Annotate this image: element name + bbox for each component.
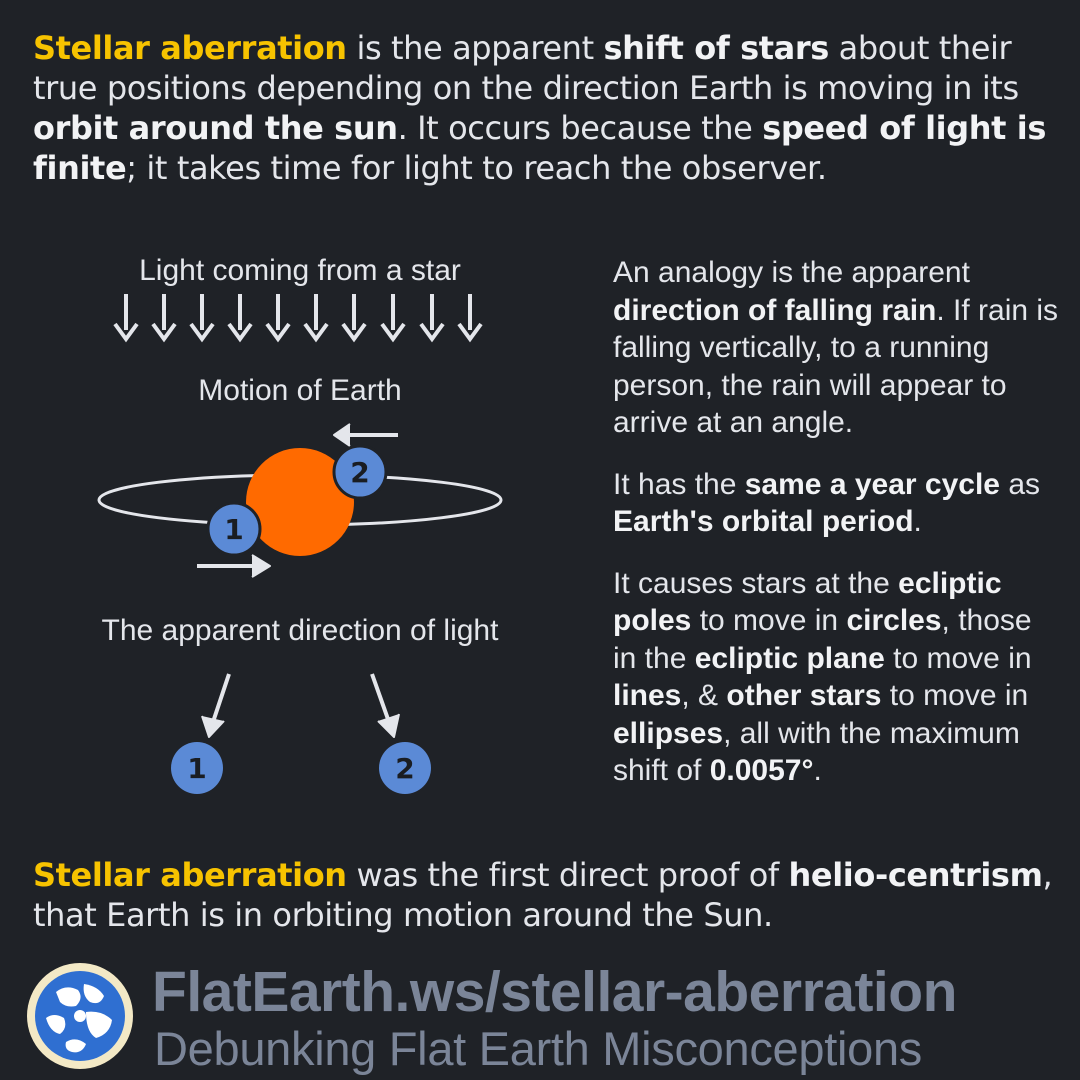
down-arrow-icon (113, 294, 139, 343)
sun (246, 448, 354, 556)
observer-position-2: 2 (379, 742, 431, 794)
fact-star-motion: It causes stars at the ecliptic poles to… (613, 566, 1032, 788)
down-arrow-icon (380, 294, 406, 343)
observer-position-1: 1 (171, 742, 223, 794)
site-tagline: Debunking Flat Earth Misconceptions (154, 1022, 923, 1075)
down-arrow-icon (265, 294, 291, 343)
diagram-figure: 2 1 1 2 (97, 294, 503, 794)
term-highlight: Stellar aberration (33, 29, 347, 67)
down-arrow-icon (151, 294, 177, 343)
down-arrow-icon (189, 294, 215, 343)
outro-paragraph: Stellar aberration was the first direct … (33, 856, 1053, 934)
down-arrow-icon (303, 294, 329, 343)
caption-motion: Motion of Earth (198, 374, 402, 407)
caption-apparent: The apparent direction of light (101, 614, 499, 647)
light-arrows (113, 294, 483, 343)
down-arrow-icon (341, 294, 367, 343)
down-arrow-icon (457, 294, 483, 343)
globe-logo-icon (27, 963, 133, 1069)
caption-light: Light coming from a star (139, 254, 461, 287)
site-url[interactable]: FlatEarth.ws/stellar-aberration (152, 960, 957, 1024)
svg-text:1: 1 (187, 752, 206, 785)
svg-text:2: 2 (395, 752, 414, 785)
down-arrow-icon (419, 294, 445, 343)
fact-year-cycle: It has the same a year cycle as Earth's … (613, 467, 1041, 539)
svg-text:2: 2 (350, 456, 369, 489)
intro-paragraph: Stellar aberration is the apparent shift… (33, 29, 1046, 187)
apparent-arrow-1-icon (201, 673, 231, 738)
fact-rain-analogy: An analogy is the apparent direction of … (613, 256, 1059, 439)
down-arrow-icon (227, 294, 253, 343)
apparent-arrow-2-icon (370, 673, 400, 738)
left-arrow-icon (333, 423, 398, 447)
earth-position-1: 1 (206, 501, 262, 557)
aberration-diagram: Light coming from a star Motion of Earth… (60, 250, 550, 810)
term-highlight: Stellar aberration (33, 856, 347, 894)
earth-position-2: 2 (332, 444, 388, 500)
facts-column: An analogy is the apparent direction of … (613, 254, 1063, 814)
svg-text:1: 1 (224, 513, 243, 546)
right-arrow-icon (197, 554, 271, 578)
